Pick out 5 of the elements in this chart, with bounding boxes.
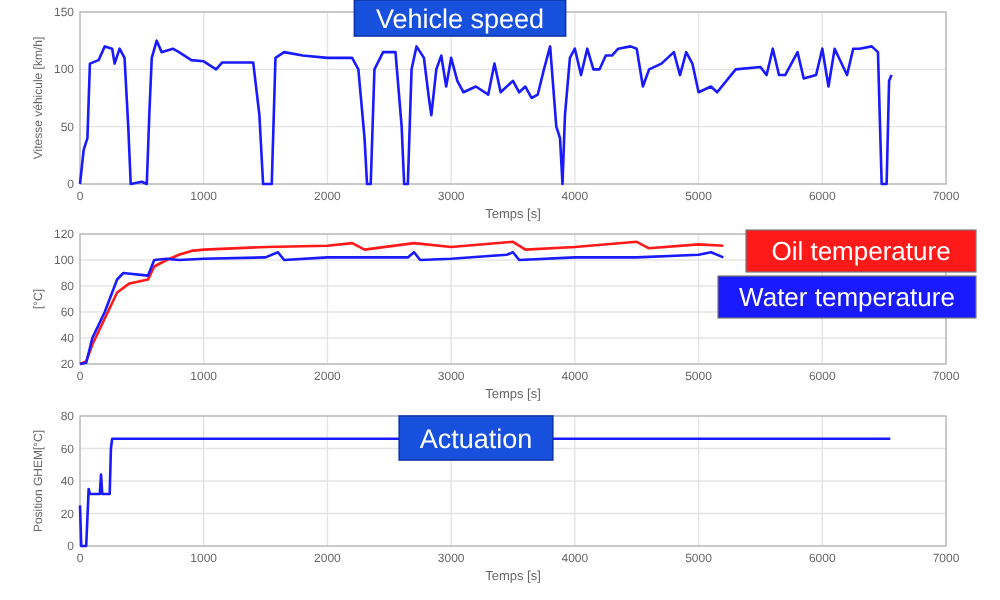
series-label: Water temperature <box>739 282 955 312</box>
series-label: Oil temperature <box>771 236 951 266</box>
chart-title: Actuation <box>419 424 533 454</box>
line-series <box>78 39 893 186</box>
chart-title: Vehicle speed <box>375 4 545 34</box>
